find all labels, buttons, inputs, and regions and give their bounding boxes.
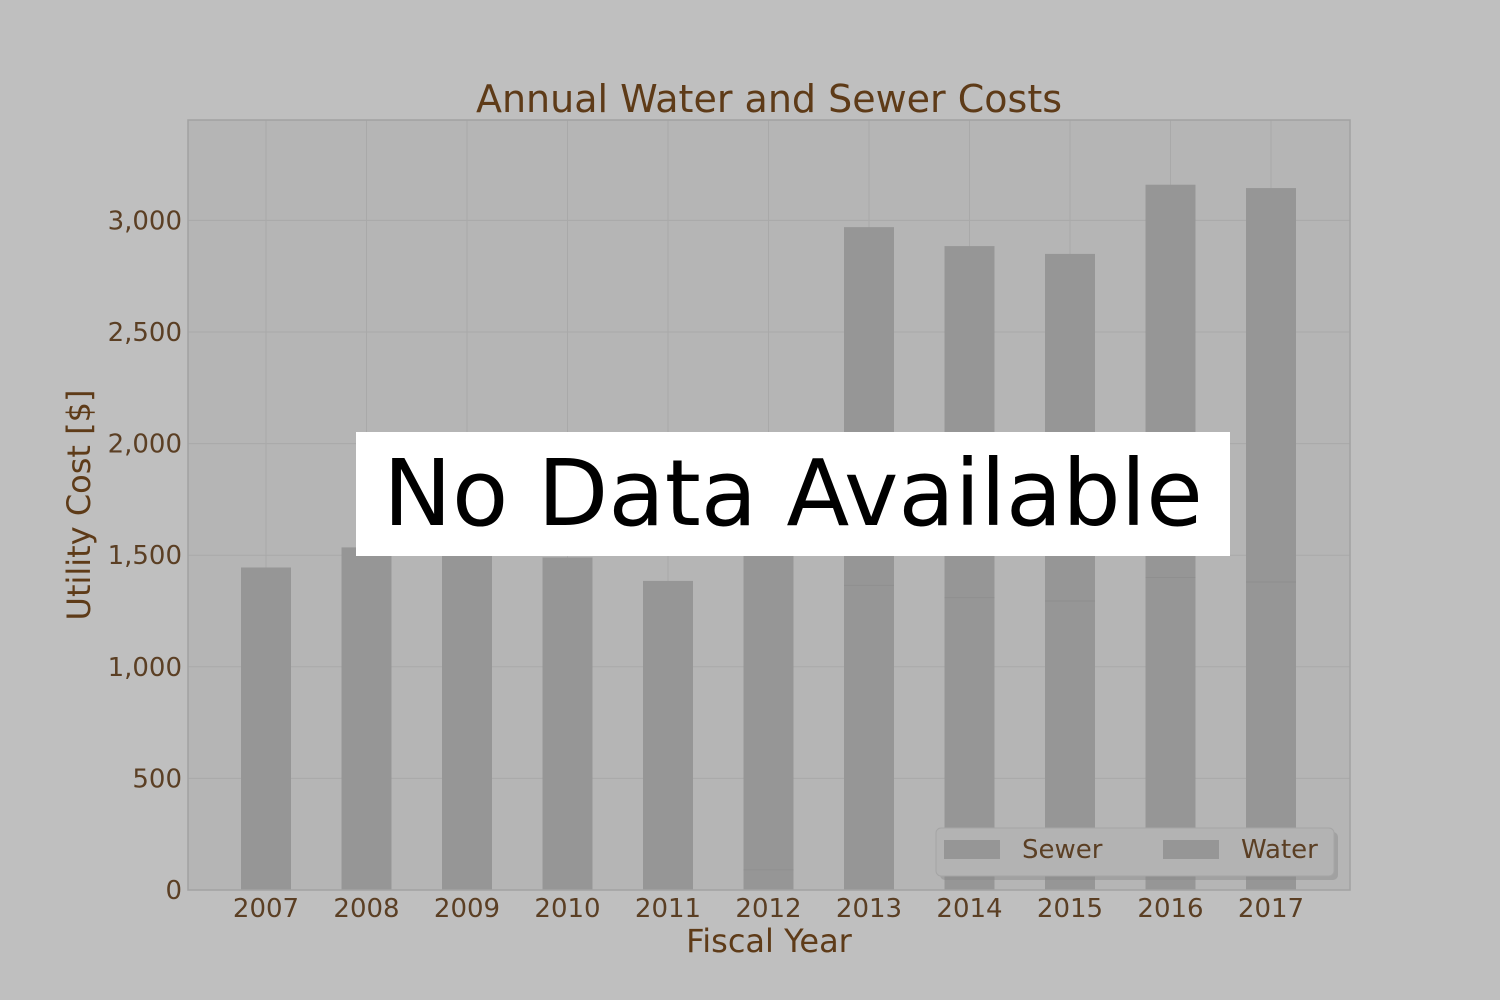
legend-label-sewer: Sewer bbox=[1022, 835, 1103, 865]
x-tick-label: 2009 bbox=[434, 894, 500, 924]
x-tick-label: 2010 bbox=[534, 894, 600, 924]
legend-swatch-sewer bbox=[944, 840, 1000, 859]
x-tick-label: 2017 bbox=[1238, 894, 1304, 924]
bar-water-2012 bbox=[744, 533, 794, 870]
y-tick-label: 500 bbox=[132, 764, 182, 794]
bar-water-2010 bbox=[543, 557, 593, 890]
x-tick-label: 2012 bbox=[735, 894, 801, 924]
chart-title: Annual Water and Sewer Costs bbox=[476, 77, 1062, 121]
bar-water-2009 bbox=[442, 550, 492, 890]
no-data-overlay: No Data Available bbox=[356, 432, 1230, 556]
y-tick-label: 1,000 bbox=[108, 653, 182, 683]
bar-water-2008 bbox=[342, 547, 392, 890]
y-tick-label: 2,000 bbox=[108, 430, 182, 460]
bar-sewer-2013 bbox=[844, 585, 894, 890]
x-tick-label: 2016 bbox=[1137, 894, 1203, 924]
x-tick-label: 2011 bbox=[635, 894, 701, 924]
x-tick-label: 2013 bbox=[836, 894, 902, 924]
x-tick-label: 2014 bbox=[936, 894, 1002, 924]
y-tick-label: 0 bbox=[165, 876, 182, 906]
bar-water-2011 bbox=[643, 581, 693, 890]
legend-label-water: Water bbox=[1241, 835, 1318, 865]
legend-swatch-water bbox=[1163, 840, 1219, 859]
y-tick-label: 1,500 bbox=[108, 541, 182, 571]
y-tick-label: 2,500 bbox=[108, 318, 182, 348]
no-data-message: No Data Available bbox=[383, 448, 1203, 540]
bar-sewer-2012 bbox=[744, 870, 794, 890]
x-tick-label: 2015 bbox=[1037, 894, 1103, 924]
x-tick-label: 2008 bbox=[333, 894, 399, 924]
x-tick-labels: 2007 2008 2009 2010 2011 2012 2013 2014 2015 2016… bbox=[233, 894, 1304, 924]
x-axis-label: Fiscal Year bbox=[686, 922, 853, 960]
y-axis-label: Utility Cost [$] bbox=[60, 390, 98, 621]
y-tick-label: 3,000 bbox=[108, 206, 182, 236]
x-tick-label: 2007 bbox=[233, 894, 299, 924]
bar-water-2007 bbox=[241, 567, 291, 890]
bar-water-2017 bbox=[1246, 188, 1296, 582]
y-tick-labels: 0 500 1,000 1,500 2,000 2,500 3,000 bbox=[108, 206, 182, 906]
legend: Sewer Water bbox=[936, 828, 1338, 880]
